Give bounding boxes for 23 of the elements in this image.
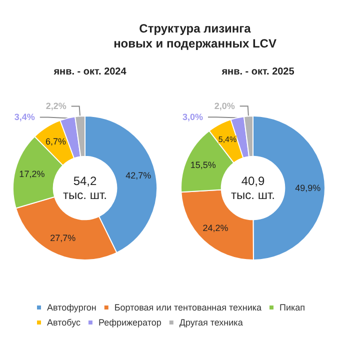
data-label: 42,7%	[126, 170, 152, 181]
slice-label: янв. - окт. 2024	[54, 66, 127, 78]
legend-label: Автофургон	[47, 302, 96, 312]
legend-label: Бортовая или тентованная техника	[114, 302, 262, 312]
legend-label: Автобус	[47, 318, 81, 328]
slice-label: янв. - окт. 2025	[222, 66, 295, 78]
data-label: 3,0%	[182, 112, 204, 122]
legend-label: Другая техника	[179, 318, 243, 328]
data-label: 27,7%	[50, 233, 76, 244]
text: 54,2 тыс. шт.	[63, 174, 107, 202]
legend-label: Рефрижератор	[98, 318, 162, 328]
data-label: 24,2%	[202, 222, 228, 233]
data-label: 2,2%	[46, 101, 66, 112]
legend-label: Пикап	[279, 302, 306, 312]
data-label: 49,9%	[295, 182, 321, 193]
data-label: 6,7%	[45, 136, 66, 147]
data-label: 5,4%	[218, 134, 237, 144]
data-label: 3,4%	[14, 112, 35, 122]
text: 40,9 тыс. шт.	[231, 174, 275, 202]
chart-title: Структура лизинга новых и подержанных LCV	[114, 22, 276, 50]
data-label: 15,5%	[190, 160, 216, 170]
data-label: 17,2%	[19, 169, 45, 180]
data-label: 2,0%	[214, 101, 235, 112]
